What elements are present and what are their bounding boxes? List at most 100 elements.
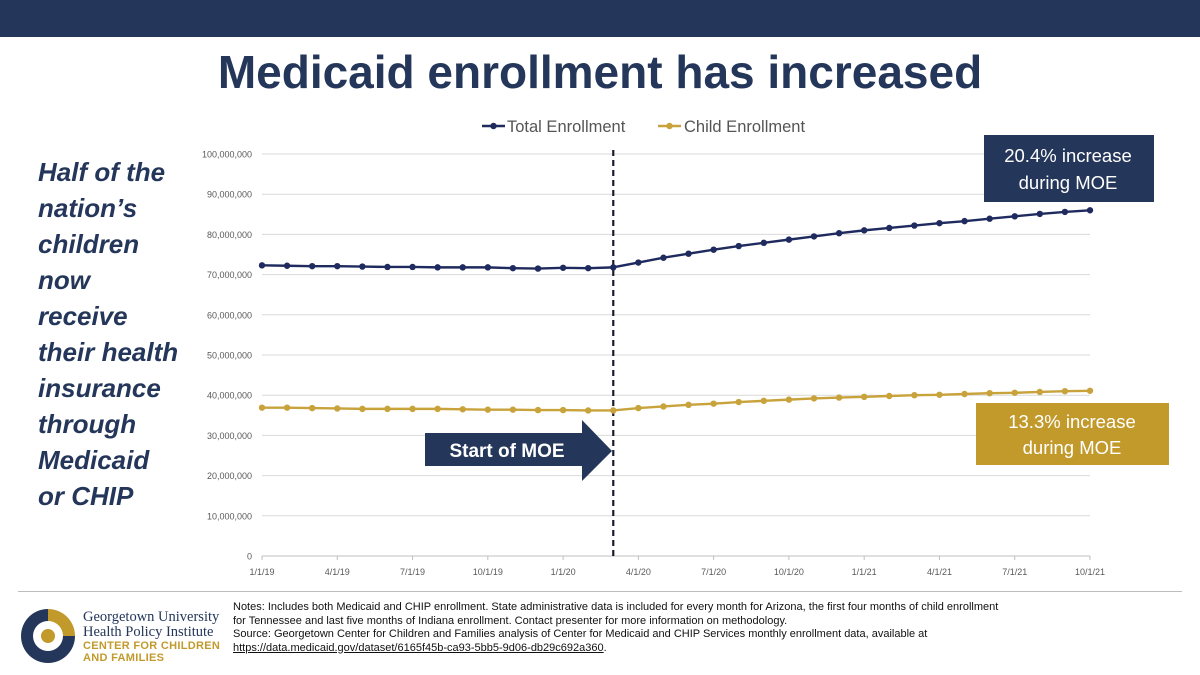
data-point <box>509 406 517 413</box>
data-point <box>1061 387 1069 395</box>
data-point <box>283 404 291 411</box>
side-callout-line: receive <box>38 301 128 331</box>
y-tick-label: 90,000,000 <box>207 190 252 200</box>
x-tick-label: 1/1/20 <box>551 567 576 577</box>
data-point <box>584 407 592 414</box>
data-point <box>810 395 818 402</box>
data-point <box>735 242 742 250</box>
data-point <box>936 391 943 398</box>
side-callout-line: insurance <box>38 373 161 403</box>
side-callout: Half of the nation’s children now receiv… <box>38 154 198 514</box>
series-line <box>261 209 1091 270</box>
enrollment-chart: 0 10,000,000 20,000,000 30,000,000 40,000,00… <box>202 118 1169 577</box>
data-point <box>961 217 968 225</box>
x-tick-label: 1/1/21 <box>852 567 877 577</box>
data-point <box>760 239 768 247</box>
data-point <box>434 264 441 271</box>
data-point <box>685 250 692 257</box>
data-point <box>860 227 868 234</box>
data-point <box>559 406 567 414</box>
side-callout-line: now <box>38 265 90 295</box>
data-point <box>936 219 943 227</box>
data-point <box>484 406 492 413</box>
x-tick-label: 7/1/21 <box>1002 567 1027 577</box>
data-point <box>509 264 517 272</box>
side-callout-line: their health <box>38 337 179 367</box>
data-point <box>660 403 667 410</box>
y-tick-label: 70,000,000 <box>207 270 252 280</box>
data-point <box>283 262 291 269</box>
source-link-line: https://data.medicaid.gov/dataset/6165f4… <box>233 642 1183 656</box>
data-point <box>459 264 466 271</box>
child-increase-label: 13.3% increase <box>1008 411 1136 432</box>
y-tick-label: 80,000,000 <box>207 230 252 240</box>
side-callout-line: children <box>38 229 140 259</box>
data-point <box>635 404 642 412</box>
data-point <box>459 406 466 413</box>
notes-line: Notes: Includes both Medicaid and CHIP e… <box>233 601 999 613</box>
data-point <box>534 406 542 414</box>
legend-marker <box>490 122 497 130</box>
data-point <box>384 405 391 413</box>
y-tick-label: 30,000,000 <box>207 431 252 441</box>
footnotes: Notes: Includes both Medicaid and CHIP e… <box>233 601 1183 655</box>
y-tick-label: 0 <box>247 552 252 562</box>
source-line: Source: Georgetown Center for Children a… <box>233 628 928 640</box>
total-increase-label: 20.4% increase <box>1004 145 1132 166</box>
child-increase-box <box>976 403 1169 465</box>
x-tick-label: 7/1/19 <box>400 567 425 577</box>
data-point <box>986 215 993 222</box>
data-point <box>911 222 918 229</box>
data-point <box>660 254 667 261</box>
data-point <box>1011 389 1018 396</box>
x-tick-label: 10/1/21 <box>1075 567 1105 577</box>
data-point <box>359 263 366 270</box>
data-point <box>484 264 492 271</box>
georgetown-logo-icon <box>21 609 75 663</box>
y-tick-label: 100,000,000 <box>202 150 252 160</box>
data-point <box>559 264 567 271</box>
org-name-line: Health Policy Institute <box>83 624 214 640</box>
data-point <box>308 404 316 412</box>
data-point <box>835 394 843 401</box>
data-point <box>610 407 617 414</box>
org-subname-line: AND FAMILIES <box>83 652 165 664</box>
total-increase-label: during MOE <box>1019 172 1118 193</box>
y-tick-label: 50,000,000 <box>207 351 252 361</box>
side-callout-line: or CHIP <box>38 481 134 511</box>
x-tick-label: 4/1/21 <box>927 567 952 577</box>
data-point <box>635 259 642 266</box>
data-point <box>1061 208 1069 216</box>
y-tick-label: 40,000,000 <box>207 391 252 401</box>
data-point <box>258 262 266 269</box>
source-link-suffix: . <box>603 641 607 654</box>
side-callout-line: nation’s <box>38 193 138 223</box>
source-link[interactable]: https://data.medicaid.gov/dataset/6165f4… <box>233 641 604 654</box>
data-point <box>258 404 266 411</box>
data-point <box>1036 210 1044 218</box>
data-point <box>610 264 617 271</box>
moe-start-label: Start of MOE <box>449 441 564 462</box>
y-tick-label: 10,000,000 <box>207 511 252 521</box>
data-point <box>1036 388 1044 396</box>
data-point <box>886 224 893 232</box>
total-increase-box <box>984 135 1154 202</box>
series-line <box>262 389 1091 412</box>
data-point <box>735 398 742 406</box>
legend-label: Child Enrollment <box>684 118 805 136</box>
side-callout-line: Half of the <box>38 157 166 187</box>
data-point <box>584 264 592 272</box>
data-point <box>384 263 391 271</box>
child-increase-label: during MOE <box>1023 437 1122 458</box>
data-point <box>434 405 441 413</box>
x-tick-label: 4/1/19 <box>325 567 350 577</box>
data-point <box>835 229 843 237</box>
data-point <box>710 400 717 407</box>
data-point <box>710 246 717 253</box>
data-point <box>359 405 366 413</box>
data-point <box>334 262 341 270</box>
moe-start-arrow <box>425 420 612 481</box>
top-banner <box>0 0 1200 37</box>
data-point <box>760 397 768 405</box>
legend-marker <box>666 122 673 130</box>
